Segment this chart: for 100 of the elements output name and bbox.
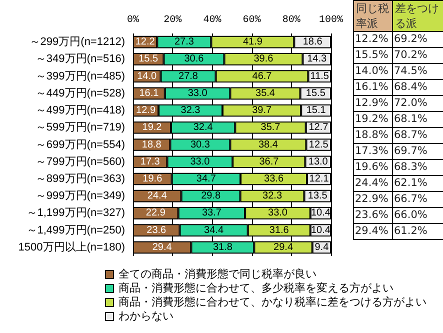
y-tick-label: ～1,499万円(n=250) bbox=[26, 224, 125, 236]
data-label: 38.4 bbox=[258, 139, 278, 150]
x-tick-label: 100% bbox=[318, 15, 344, 26]
data-label: 34.7 bbox=[196, 173, 216, 184]
y-tick-label: ～599万円(n=719) bbox=[35, 122, 125, 134]
data-label: 61.2% bbox=[392, 224, 443, 240]
data-label: 27.3 bbox=[174, 36, 194, 48]
data-label: 68.3% bbox=[392, 160, 443, 176]
data-label: 66.0% bbox=[392, 208, 443, 224]
data-label: 74.5% bbox=[392, 64, 443, 80]
data-label: 19.6 bbox=[142, 173, 163, 184]
data-label: 24.4 bbox=[147, 190, 168, 202]
data-label: 15.1 bbox=[306, 105, 326, 116]
data-label: 66.7% bbox=[392, 192, 443, 208]
y-tick-label: ～999万円(n=349) bbox=[35, 190, 125, 202]
y-tick-label: ～399万円(n=485) bbox=[35, 70, 125, 82]
data-label: 16.1 bbox=[139, 88, 160, 99]
data-label: 69.2% bbox=[392, 32, 443, 48]
data-label: 33.7 bbox=[202, 208, 222, 219]
y-tick-label: ～299万円(n=1212) bbox=[29, 36, 125, 48]
data-label: 39.7 bbox=[252, 105, 272, 116]
y-tick-label: ～449万円(n=528) bbox=[35, 87, 125, 100]
data-label: 22.9% bbox=[354, 192, 392, 208]
x-tick-label: 20% bbox=[164, 15, 182, 26]
y-tick-label: ～799万円(n=560) bbox=[35, 156, 125, 168]
data-label: 34.4 bbox=[204, 224, 224, 236]
data-label: 29.8 bbox=[201, 190, 221, 202]
y-tick-label: ～349万円(n=516) bbox=[35, 53, 125, 66]
data-label: 72.0% bbox=[392, 96, 443, 112]
data-label: 12.2% bbox=[354, 32, 392, 48]
data-label: 41.9 bbox=[242, 36, 263, 48]
data-label: 29.4 bbox=[274, 242, 294, 253]
data-label: 18.6 bbox=[302, 36, 323, 48]
legend-label: 商品・消費形態に合わせて、多少税率を変える方がよい bbox=[118, 282, 394, 294]
data-label: 12.9% bbox=[354, 96, 392, 112]
data-label: 10.4 bbox=[310, 224, 331, 236]
data-label: 13.5 bbox=[308, 190, 328, 202]
legend-label: 全ての商品・消費形態で同じ税率が良い bbox=[118, 268, 316, 280]
data-label: 16.1% bbox=[354, 80, 392, 96]
data-label: 11.5 bbox=[310, 70, 330, 82]
data-label: 23.6 bbox=[146, 224, 167, 236]
data-label: 12.9 bbox=[136, 105, 156, 116]
data-label: 19.2 bbox=[142, 122, 162, 134]
data-label: 68.4% bbox=[392, 80, 443, 96]
data-label: 18.8 bbox=[142, 139, 162, 150]
data-label: 10.4 bbox=[310, 208, 331, 219]
data-label: 32.3 bbox=[262, 190, 282, 202]
data-label: 33.0 bbox=[188, 88, 208, 99]
data-label: 22.9 bbox=[146, 208, 166, 219]
data-label: 46.7 bbox=[252, 70, 272, 82]
x-tick-label: 0% bbox=[126, 15, 140, 26]
data-label: 30.6 bbox=[184, 54, 204, 65]
data-label: 69.7% bbox=[392, 144, 443, 160]
data-label: 12.5 bbox=[308, 139, 329, 150]
y-tick-label: ～699万円(n=554) bbox=[35, 138, 125, 151]
data-label: 31.8 bbox=[212, 242, 233, 253]
data-label: 12.7 bbox=[308, 122, 329, 134]
data-label: 12.2 bbox=[135, 36, 156, 48]
data-label: 68.1% bbox=[392, 112, 443, 128]
data-label: 35.4 bbox=[256, 88, 276, 99]
data-label: 35.7 bbox=[260, 122, 281, 134]
data-label: 19.2% bbox=[354, 112, 392, 128]
data-label: 33.0 bbox=[190, 156, 210, 168]
data-label: 24.4% bbox=[354, 176, 392, 192]
data-label: 23.6% bbox=[354, 208, 392, 224]
data-label: 32.3 bbox=[180, 105, 201, 116]
data-label: 19.6% bbox=[354, 160, 392, 176]
data-label: 14.0 bbox=[137, 70, 158, 82]
data-label: 14.0% bbox=[354, 64, 392, 80]
category-label: 差をつける派 bbox=[392, 0, 443, 32]
x-tick-label: 60% bbox=[242, 15, 261, 26]
data-label: 33.0 bbox=[268, 208, 288, 219]
y-tick-label: ～1,199万円(n=327) bbox=[26, 207, 125, 220]
category-label: 同じ税率派 bbox=[354, 0, 392, 32]
data-label: 70.2% bbox=[392, 48, 443, 64]
data-label: 18.8% bbox=[354, 128, 392, 144]
data-label: 31.6 bbox=[269, 224, 290, 236]
data-label: 17.3 bbox=[140, 156, 160, 168]
y-tick-label: 1500万円以上(n=180) bbox=[18, 240, 125, 254]
legend-label: わからない bbox=[118, 310, 174, 322]
data-label: 36.7 bbox=[259, 156, 280, 168]
data-label: 15.5 bbox=[138, 54, 159, 65]
y-tick-label: ～899万円(n=363) bbox=[35, 172, 125, 185]
legend-label: 商品・消費形態に合わせて、かなり税率に差をつける方がよい bbox=[118, 296, 426, 308]
data-label: 17.3% bbox=[354, 144, 392, 160]
data-label: 15.5 bbox=[306, 88, 326, 99]
data-label: 14.3 bbox=[307, 54, 328, 65]
data-label: 32.4 bbox=[193, 122, 214, 134]
x-tick-label: 40% bbox=[203, 15, 222, 26]
data-label: 68.7% bbox=[392, 128, 443, 144]
y-tick-label: ～499万円(n=418) bbox=[35, 104, 125, 117]
data-label: 27.8 bbox=[178, 70, 198, 82]
data-label: 30.3 bbox=[190, 139, 210, 150]
data-label: 39.6 bbox=[254, 54, 274, 65]
data-label: 9.4 bbox=[314, 242, 330, 253]
data-label: 13.0 bbox=[308, 156, 328, 168]
data-label: 62.1% bbox=[392, 176, 443, 192]
data-label: 29.4% bbox=[354, 224, 392, 240]
data-label: 12.1 bbox=[309, 173, 330, 184]
data-label: 33.6 bbox=[264, 173, 284, 184]
